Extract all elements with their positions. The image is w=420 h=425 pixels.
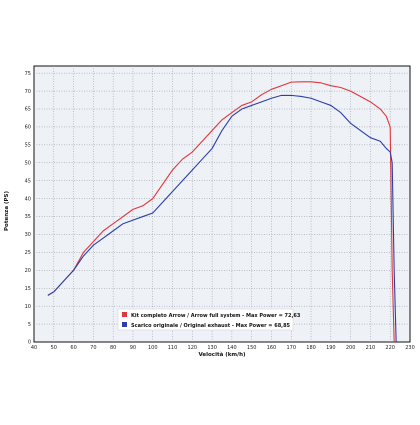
x-tick-label: 110 — [168, 345, 178, 351]
series-layer — [47, 81, 397, 343]
y-tick-label: 55 — [25, 143, 31, 149]
y-tick-label: 35 — [25, 214, 31, 220]
legend-label-original: Scarico originale / Original exhaust - M… — [131, 323, 291, 329]
y-tick-label: 40 — [25, 196, 31, 202]
x-tick-label: 140 — [227, 345, 237, 351]
legend-label-arrow: Kit completo Arrow / Arrow full system -… — [131, 313, 301, 319]
x-tick-label: 40 — [31, 345, 37, 351]
tick-layer: 40 50 60 70 80 90 100 110 120 130 140 150 160 170 180 1… — [25, 71, 415, 351]
x-tick-label: 200 — [346, 345, 356, 351]
series-line-arrow — [47, 81, 395, 343]
legend-swatch-red — [122, 312, 127, 317]
x-tick-label: 130 — [207, 345, 217, 351]
x-tick-label: 60 — [70, 345, 76, 351]
x-tick-label: 160 — [267, 345, 277, 351]
x-tick-label: 170 — [286, 345, 296, 351]
legend-box — [117, 308, 294, 331]
y-tick-label: 70 — [25, 89, 31, 95]
y-tick-label: 75 — [25, 71, 31, 77]
y-tick-label: 10 — [25, 304, 31, 310]
x-tick-label: 90 — [130, 345, 136, 351]
legend: Kit completo Arrow / Arrow full system -… — [117, 308, 301, 331]
x-tick-label: 50 — [51, 345, 57, 351]
x-tick-label: 80 — [110, 345, 116, 351]
x-axis-title: Velocità (km/h) — [198, 351, 246, 358]
y-tick-label: 65 — [25, 107, 31, 113]
y-tick-label: 45 — [25, 178, 31, 184]
y-tick-label: 15 — [25, 286, 31, 292]
x-tick-label: 230 — [405, 345, 415, 351]
x-tick-label: 100 — [148, 345, 158, 351]
x-tick-label: 180 — [306, 345, 316, 351]
y-tick-label: 50 — [25, 160, 31, 166]
x-tick-label: 190 — [326, 345, 336, 351]
x-tick-label: 150 — [247, 345, 257, 351]
y-tick-label: 30 — [25, 232, 31, 238]
x-tick-label: 120 — [188, 345, 198, 351]
x-tick-label: 220 — [385, 345, 395, 351]
y-tick-label: 5 — [28, 322, 31, 328]
x-tick-label: 210 — [366, 345, 376, 351]
y-tick-label: 25 — [25, 250, 31, 256]
x-tick-label: 70 — [90, 345, 96, 351]
series-line-original — [47, 94, 397, 343]
y-tick-label: 60 — [25, 125, 31, 131]
y-axis-title: Potenza (PS) — [4, 191, 10, 231]
y-tick-label: 20 — [25, 268, 31, 274]
legend-swatch-blue — [122, 322, 127, 327]
grid-layer — [34, 66, 410, 342]
plot-area — [33, 65, 411, 343]
y-tick-label: 0 — [28, 340, 31, 346]
